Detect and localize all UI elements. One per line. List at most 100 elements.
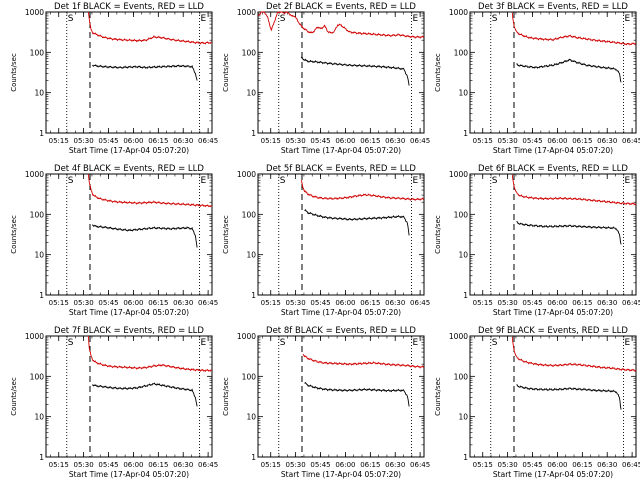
plot-frame bbox=[45, 173, 213, 296]
x-axis-label: Start Time (17-Apr-04 05:07:20) bbox=[281, 308, 401, 317]
x-tick-label: 05:30 bbox=[74, 461, 94, 469]
x-tick-label: 05:15 bbox=[473, 299, 493, 307]
lld-series-line bbox=[511, 336, 636, 372]
y-axis-label: Counts/sec bbox=[222, 215, 230, 254]
lld-series-line bbox=[302, 354, 425, 369]
chart-panel-8: Det 8f BLACK = Events, RED = LLD Counts/s… bbox=[222, 326, 430, 479]
x-tick-label: 06:00 bbox=[335, 137, 355, 145]
lld-series-line bbox=[87, 335, 213, 373]
events-series-line bbox=[516, 220, 622, 245]
y-tick-label: 10 bbox=[34, 251, 44, 260]
y-tick-label: 1 bbox=[463, 453, 468, 462]
lld-series-line bbox=[257, 11, 425, 39]
y-tick-label: 1 bbox=[251, 129, 256, 138]
y-tick-label: 1 bbox=[39, 453, 44, 462]
x-tick-label: 06:00 bbox=[335, 461, 355, 469]
y-tick-label: 100 bbox=[30, 210, 45, 219]
plot-frame bbox=[45, 11, 213, 134]
plot-frame bbox=[45, 335, 213, 458]
plot-frame bbox=[469, 11, 637, 134]
x-tick-label: 05:15 bbox=[49, 299, 69, 307]
start-marker: S bbox=[280, 338, 286, 348]
events-series-line bbox=[300, 56, 410, 86]
x-tick-label: 06:00 bbox=[547, 299, 567, 307]
start-marker: S bbox=[280, 14, 286, 24]
y-tick-label: 1000 bbox=[449, 332, 468, 341]
x-tick-label: 05:45 bbox=[522, 137, 542, 145]
y-tick-label: 100 bbox=[454, 372, 469, 381]
y-tick-label: 100 bbox=[30, 372, 45, 381]
start-marker: S bbox=[68, 338, 74, 348]
y-tick-label: 1 bbox=[463, 129, 468, 138]
y-tick-label: 10 bbox=[246, 251, 256, 260]
chart-panel-4: Det 4f BLACK = Events, RED = LLD Counts/s… bbox=[10, 164, 218, 317]
x-tick-label: 06:45 bbox=[410, 137, 430, 145]
x-tick-label: 06:15 bbox=[148, 461, 168, 469]
y-tick-label: 10 bbox=[458, 413, 468, 422]
chart-title: Det 9f BLACK = Events, RED = LLD bbox=[478, 326, 628, 336]
x-tick-label: 05:45 bbox=[522, 299, 542, 307]
events-series-line bbox=[92, 224, 198, 248]
chart-panel-9: Det 9f BLACK = Events, RED = LLD Counts/s… bbox=[434, 326, 640, 479]
chart-title: Det 1f BLACK = Events, RED = LLD bbox=[54, 2, 204, 12]
x-tick-label: 05:30 bbox=[286, 299, 306, 307]
x-tick-label: 06:30 bbox=[173, 137, 193, 145]
x-tick-label: 05:45 bbox=[98, 461, 118, 469]
x-axis-label: Start Time (17-Apr-04 05:07:20) bbox=[493, 146, 613, 155]
plot-frame bbox=[257, 173, 425, 296]
chart-panel-2: Det 2f BLACK = Events, RED = LLD Counts/s… bbox=[222, 2, 430, 155]
y-tick-label: 1000 bbox=[237, 332, 256, 341]
start-marker: S bbox=[492, 176, 498, 186]
x-tick-label: 06:45 bbox=[622, 299, 640, 307]
y-tick-label: 10 bbox=[458, 251, 468, 260]
x-tick-label: 06:45 bbox=[198, 299, 218, 307]
events-series-line bbox=[92, 64, 198, 81]
end-marker: E bbox=[201, 176, 207, 186]
chart-title: Det 7f BLACK = Events, RED = LLD bbox=[54, 326, 204, 336]
y-tick-label: 100 bbox=[454, 48, 469, 57]
x-tick-label: 06:30 bbox=[173, 299, 193, 307]
x-tick-label: 05:45 bbox=[310, 137, 330, 145]
y-axis-label: Counts/sec bbox=[222, 377, 230, 416]
x-tick-label: 06:45 bbox=[410, 299, 430, 307]
x-tick-label: 06:00 bbox=[335, 299, 355, 307]
y-tick-label: 10 bbox=[458, 89, 468, 98]
y-tick-label: 100 bbox=[242, 48, 257, 57]
x-tick-label: 05:15 bbox=[261, 137, 281, 145]
start-marker: S bbox=[68, 176, 74, 186]
chart-title: Det 6f BLACK = Events, RED = LLD bbox=[478, 164, 628, 174]
x-tick-label: 05:30 bbox=[286, 137, 306, 145]
end-marker: E bbox=[413, 338, 419, 348]
x-tick-label: 06:15 bbox=[360, 461, 380, 469]
y-tick-label: 1000 bbox=[25, 8, 44, 17]
x-tick-label: 05:15 bbox=[261, 461, 281, 469]
chart-panel-1: Det 1f BLACK = Events, RED = LLD Counts/s… bbox=[10, 2, 218, 155]
lld-series-line bbox=[87, 11, 213, 45]
x-tick-label: 05:45 bbox=[98, 299, 118, 307]
x-tick-label: 06:30 bbox=[597, 461, 617, 469]
x-tick-label: 06:30 bbox=[173, 461, 193, 469]
x-tick-label: 06:00 bbox=[123, 461, 143, 469]
y-tick-label: 1000 bbox=[237, 8, 256, 17]
end-marker: E bbox=[201, 338, 207, 348]
chart-title: Det 3f BLACK = Events, RED = LLD bbox=[478, 2, 628, 12]
events-series-line bbox=[516, 384, 622, 410]
x-tick-label: 05:45 bbox=[310, 299, 330, 307]
chart-panel-3: Det 3f BLACK = Events, RED = LLD Counts/s… bbox=[434, 2, 640, 155]
end-marker: E bbox=[625, 176, 631, 186]
x-tick-label: 05:30 bbox=[286, 461, 306, 469]
x-axis-label: Start Time (17-Apr-04 05:07:20) bbox=[281, 470, 401, 479]
x-axis-label: Start Time (17-Apr-04 05:07:20) bbox=[493, 470, 613, 479]
y-axis-label: Counts/sec bbox=[222, 53, 230, 92]
y-axis-label: Counts/sec bbox=[10, 53, 18, 92]
x-tick-label: 06:00 bbox=[547, 461, 567, 469]
x-tick-label: 06:15 bbox=[360, 299, 380, 307]
x-tick-label: 05:30 bbox=[74, 137, 94, 145]
chart-title: Det 2f BLACK = Events, RED = LLD bbox=[266, 2, 416, 12]
x-tick-label: 05:15 bbox=[261, 299, 281, 307]
x-tick-label: 06:30 bbox=[385, 137, 405, 145]
events-series-line bbox=[304, 208, 410, 236]
x-tick-label: 05:30 bbox=[498, 137, 518, 145]
events-series-line bbox=[304, 381, 410, 407]
